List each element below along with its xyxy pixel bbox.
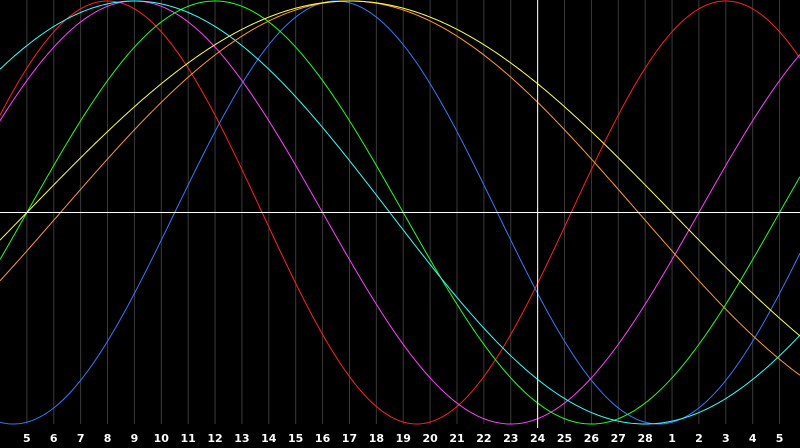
- series-line-2: [0, 0, 800, 425]
- x-axis-tick-labels: 5 6 7 8 9 10 11 12 13 14 15 16 17 18 19 20 21 22 23 24 25 26 2…: [23, 432, 783, 445]
- x-tick-label: 26: [584, 432, 600, 445]
- x-tick-label: 20: [422, 432, 438, 445]
- x-tick-label: 24: [530, 432, 546, 445]
- series-line-1: [0, 0, 800, 425]
- axes: [0, 0, 800, 428]
- x-tick-label: 23: [503, 432, 518, 445]
- x-tick-label: 27: [611, 432, 626, 445]
- x-tick-label: 3: [722, 432, 730, 445]
- x-tick-label: 16: [315, 432, 331, 445]
- x-tick-label: 15: [288, 432, 303, 445]
- x-tick-label: 9: [131, 432, 139, 445]
- x-tick-label: 28: [638, 432, 653, 445]
- x-tick-label: 6: [50, 432, 58, 445]
- x-tick-label: 21: [449, 432, 464, 445]
- series-line-5: [0, 0, 800, 425]
- x-tick-label: 11: [181, 432, 196, 445]
- x-tick-label: 14: [261, 432, 277, 445]
- x-tick-label: 10: [154, 432, 170, 445]
- x-tick-label: 19: [396, 432, 411, 445]
- x-tick-label: 13: [234, 432, 249, 445]
- series-line-6: [0, 0, 800, 376]
- x-tick-label: 18: [369, 432, 384, 445]
- x-tick-label: 5: [776, 432, 784, 445]
- x-tick-label: 4: [749, 432, 757, 445]
- x-tick-label: 7: [77, 432, 85, 445]
- series-lines: [0, 0, 800, 425]
- x-tick-label: 12: [207, 432, 222, 445]
- x-tick-label: 25: [557, 432, 572, 445]
- x-tick-label: 22: [476, 432, 491, 445]
- series-line-4: [0, 0, 800, 425]
- x-tick-label: 1: [668, 432, 676, 445]
- x-tick-label: 17: [342, 432, 357, 445]
- x-tick-label: 5: [23, 432, 31, 445]
- x-tick-label: 8: [104, 432, 112, 445]
- x-tick-label: 2: [695, 432, 703, 445]
- series-line-7: [0, 0, 800, 337]
